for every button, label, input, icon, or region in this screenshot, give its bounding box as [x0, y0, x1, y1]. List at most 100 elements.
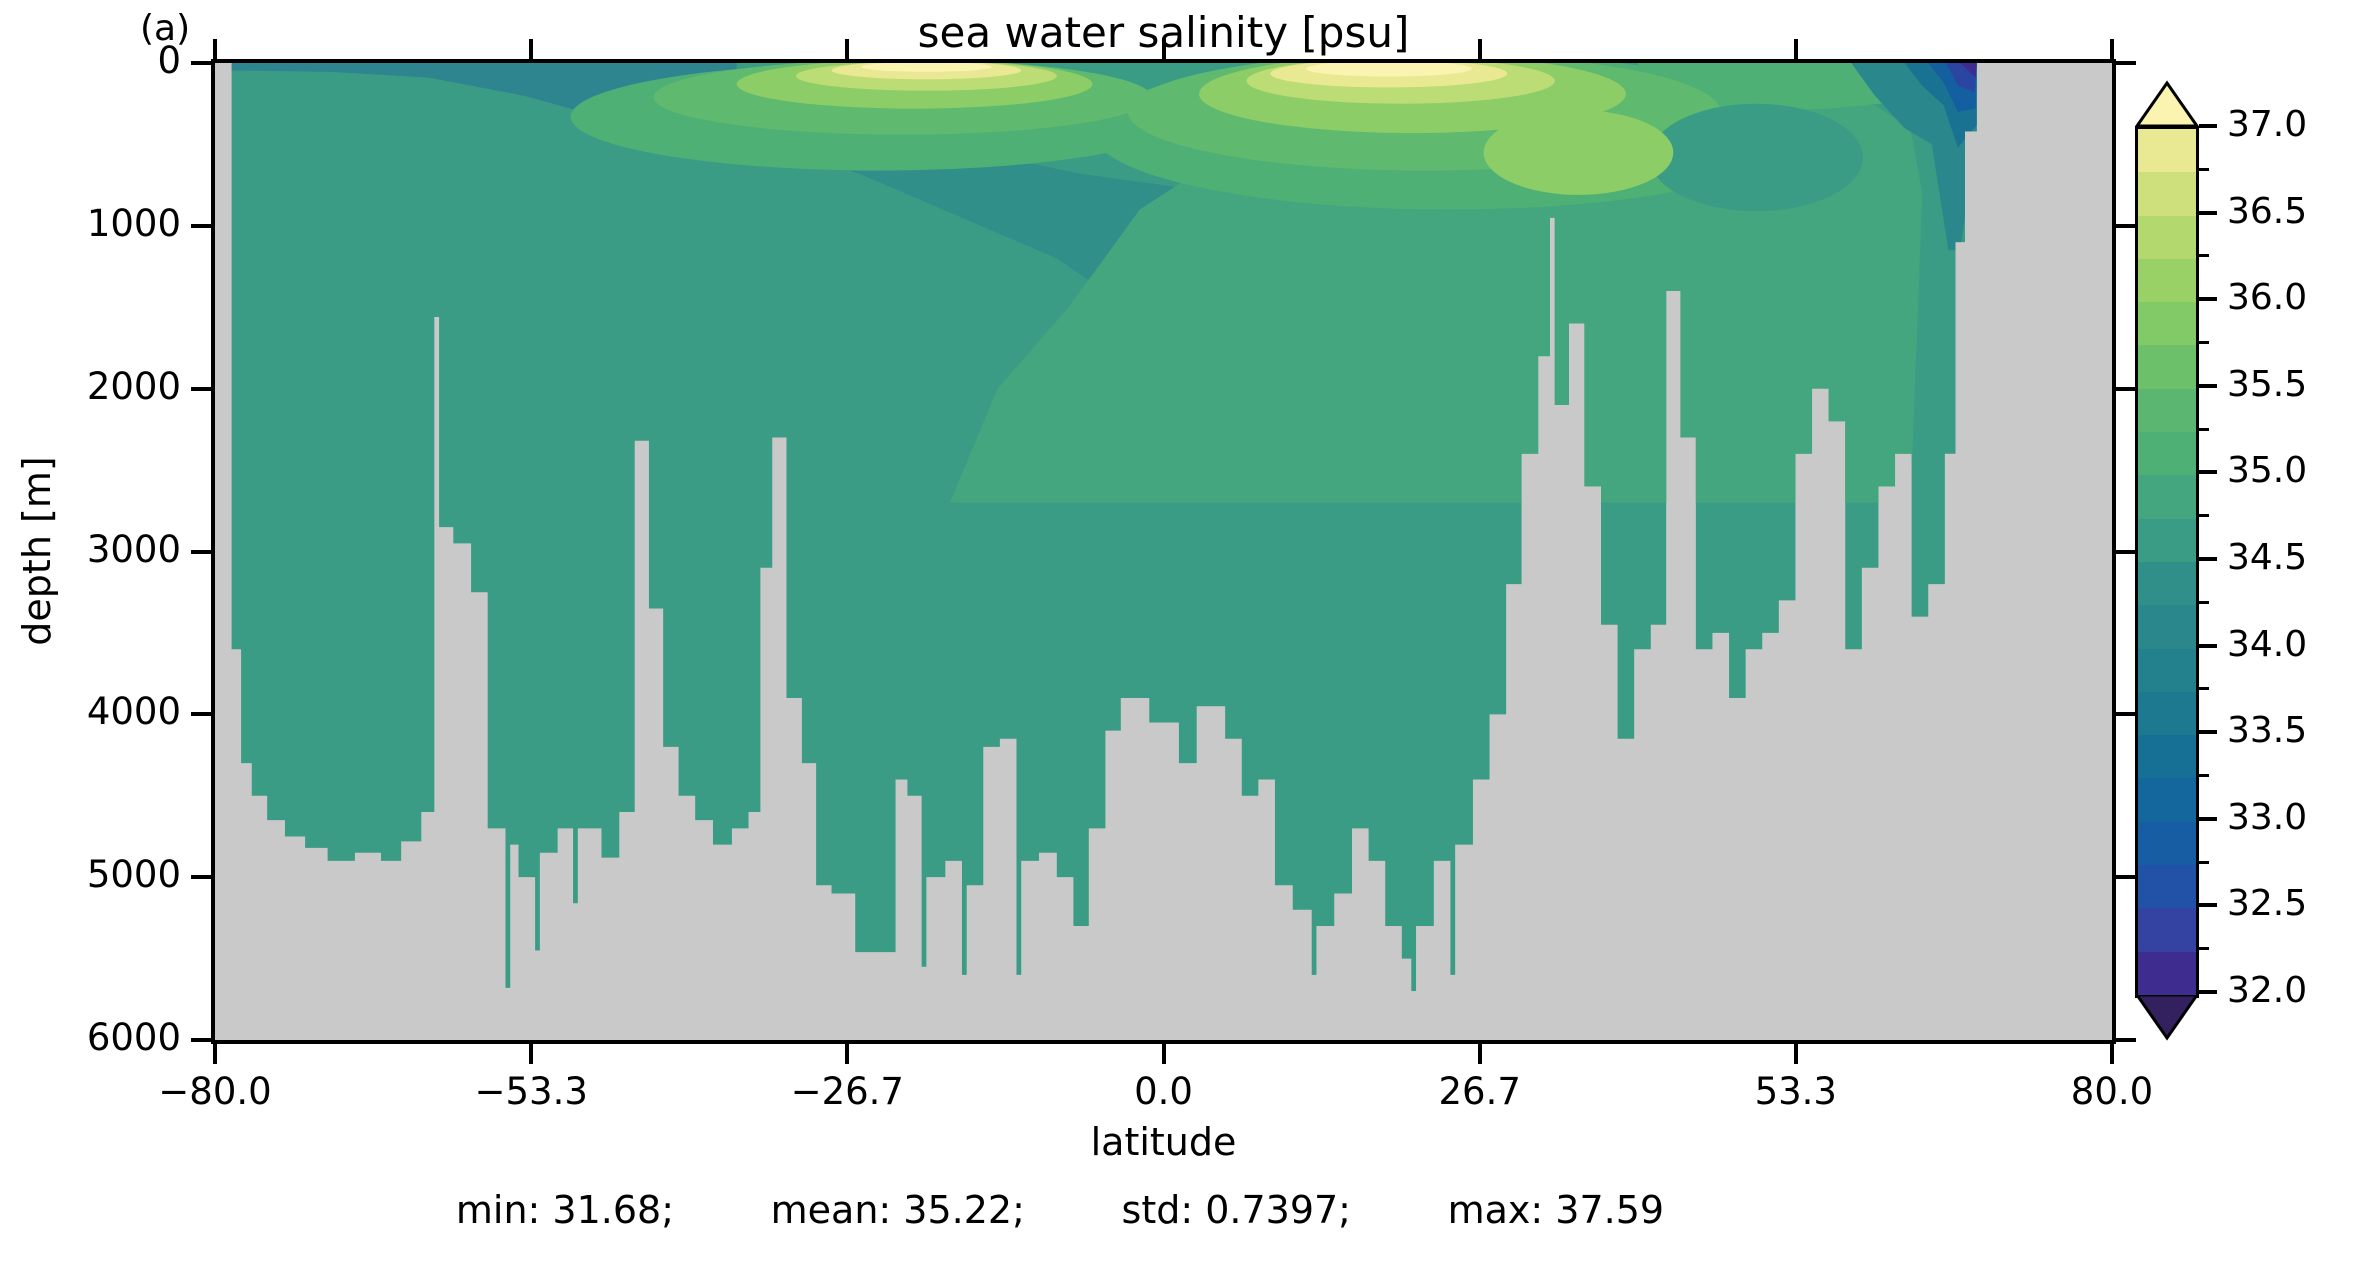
colorbar-tick: [2199, 383, 2217, 388]
colorbar-tick: [2199, 297, 2217, 302]
y-tick-label: 6000: [86, 1016, 181, 1059]
colorbar-band: [2138, 778, 2196, 822]
colorbar-tick: [2199, 470, 2217, 475]
x-tick-top: [1477, 39, 1482, 59]
y-tick: [191, 223, 211, 228]
colorbar-tick-label: 36.0: [2227, 277, 2308, 319]
x-tick-top: [529, 39, 534, 59]
salinity-feature-north-gyre-core-over-37: [1305, 63, 1472, 77]
colorbar-tick: [2199, 124, 2217, 128]
salinity-feature-north-intermediate-fresh-blob: [1649, 103, 1864, 212]
x-tick: [1793, 1044, 1798, 1064]
y-tick-label: 0: [157, 39, 181, 82]
colorbar-band: [2138, 648, 2196, 692]
colorbar-band: [2138, 821, 2196, 866]
colorbar-band: [2138, 518, 2196, 562]
colorbar-tick-label: 34.5: [2227, 537, 2308, 578]
x-tick: [529, 1044, 534, 1064]
colorbar-band: [2138, 735, 2196, 779]
colorbar-tick-label: 35.5: [2227, 363, 2308, 405]
colorbar-band: [2138, 258, 2196, 303]
colorbar-extend-over-triangle: [2135, 80, 2199, 126]
colorbar-band: [2138, 432, 2196, 476]
colorbar-minor-tick: [2199, 427, 2209, 431]
y-tick-right: [2116, 549, 2136, 554]
x-tick-top: [2110, 39, 2114, 59]
colorbar-band: [2138, 302, 2196, 346]
colorbar-minor-tick: [2199, 860, 2209, 864]
y-tick-right: [2116, 1038, 2136, 1042]
colorbar-tick: [2199, 210, 2217, 215]
y-tick: [191, 875, 211, 880]
y-tick-right: [2116, 386, 2136, 391]
y-tick: [191, 549, 211, 554]
colorbar-tick-label: 33.0: [2227, 796, 2308, 838]
colorbar-band: [2138, 691, 2196, 736]
colorbar-minor-tick: [2199, 514, 2209, 518]
colorbar-band: [2138, 388, 2196, 433]
x-tick: [213, 1044, 217, 1064]
colorbar-band: [2138, 865, 2196, 909]
x-tick-label: −26.7: [790, 1070, 904, 1113]
x-tick-top: [1793, 39, 1798, 59]
y-tick-right: [2116, 223, 2136, 228]
colorbar-tick-label: 32.0: [2227, 970, 2308, 1011]
x-tick-label: 0.0: [1134, 1070, 1193, 1113]
x-tick: [845, 1044, 850, 1064]
y-tick: [191, 1038, 211, 1042]
x-tick: [1477, 1044, 1482, 1064]
y-tick: [191, 712, 211, 717]
colorbar-band: [2138, 951, 2196, 995]
colorbar-tick-label: 32.5: [2227, 883, 2308, 925]
x-tick-label: −80.0: [158, 1070, 272, 1113]
x-tick: [1161, 1044, 1166, 1064]
colorbar-band: [2138, 215, 2196, 259]
y-tick: [191, 386, 211, 391]
colorbar-minor-tick: [2199, 341, 2209, 344]
y-tick-right: [2116, 875, 2136, 880]
x-tick-label: 53.3: [1754, 1070, 1837, 1113]
x-tick-top: [1161, 39, 1166, 59]
y-tick-label: 3000: [86, 527, 181, 571]
colorbar-minor-tick: [2199, 947, 2209, 951]
colorbar-band: [2138, 475, 2196, 519]
y-tick-right: [2116, 61, 2136, 65]
colorbar-tick: [2199, 903, 2217, 908]
panel-label: (a): [140, 8, 191, 49]
colorbar-minor-tick: [2199, 600, 2209, 604]
colorbar-minor-tick: [2199, 687, 2209, 691]
colorbar-tick-label: 33.5: [2227, 710, 2308, 752]
colorbar-tick-label: 37.0: [2227, 104, 2308, 145]
colorbar-tick-label: 35.0: [2227, 450, 2308, 492]
colorbar-tick: [2199, 730, 2217, 735]
y-tick-label: 4000: [86, 690, 181, 734]
colorbar-minor-tick: [2199, 167, 2209, 171]
plot-area: [211, 59, 2116, 1044]
colorbar-minor-tick: [2199, 254, 2209, 258]
salinity-section-plot: [215, 63, 2112, 1040]
colorbar-extend-under-triangle: [2135, 995, 2199, 1041]
colorbar-tick: [2199, 990, 2217, 994]
salinity-feature-south-gyre-core-over-37: [861, 63, 992, 72]
x-tick-label: 26.7: [1438, 1070, 1521, 1113]
colorbar-tick: [2199, 557, 2217, 561]
y-tick-label: 2000: [86, 364, 181, 408]
colorbar-band: [2138, 908, 2196, 952]
x-tick-label: 80.0: [2070, 1070, 2154, 1113]
colorbar-tick-label: 36.5: [2227, 190, 2308, 232]
colorbar-tick: [2199, 816, 2217, 821]
x-axis-label: latitude: [1090, 1120, 1237, 1164]
colorbar-band: [2138, 345, 2196, 389]
stats-line: min: 31.68; mean: 35.22; std: 0.7397; ma…: [455, 1188, 1665, 1232]
x-tick-label: −53.3: [474, 1070, 588, 1113]
x-tick-top: [213, 39, 217, 59]
colorbar-tick-label: 34.0: [2227, 623, 2308, 665]
salinity-feature-mediterranean-outflow-blob: [1483, 110, 1674, 195]
y-tick-right: [2116, 712, 2136, 717]
colorbar-tick: [2199, 643, 2217, 648]
y-tick-label: 1000: [86, 201, 181, 245]
colorbar-band: [2138, 172, 2196, 216]
y-tick-label: 5000: [86, 853, 181, 897]
colorbar-band: [2138, 129, 2196, 173]
